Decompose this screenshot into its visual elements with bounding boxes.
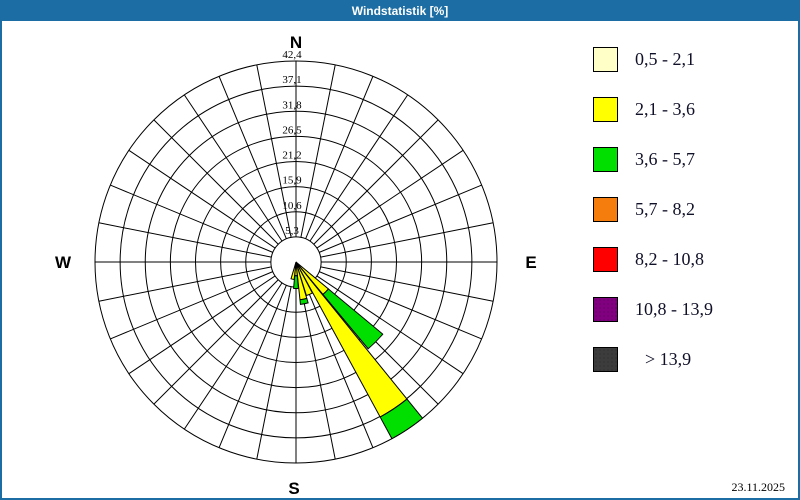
wind-sector-segment xyxy=(290,261,297,280)
radial-axis-labels: 5,3 10,6 15,9 21,2 26,5 31,8 37,1 42,4 xyxy=(282,49,302,237)
legend-color-swatch xyxy=(593,146,618,172)
legend-item-label: 2,1 - 3,6 xyxy=(635,98,695,119)
legend-item: 0,5 - 2,1 xyxy=(593,46,793,72)
legend-item: 8,2 - 10,8 xyxy=(593,246,793,272)
legend-item-label: 8,2 - 10,8 xyxy=(635,248,704,269)
legend-item-label: 5,7 - 8,2 xyxy=(635,198,695,219)
legend-item: > 13,9 xyxy=(593,346,793,372)
radial-axis-tick-label: 15,9 xyxy=(282,175,302,187)
wind-sectors xyxy=(290,261,424,440)
window-title: Windstatistik [%] xyxy=(351,4,449,18)
legend-color-swatch xyxy=(593,296,618,322)
legend-item: 5,7 - 8,2 xyxy=(593,196,793,222)
radial-axis-tick-label: 10,6 xyxy=(282,200,302,212)
compass-label-east: E xyxy=(525,253,536,272)
date-label: 23.11.2025 xyxy=(731,480,785,494)
legend-color-swatch xyxy=(593,246,618,272)
wind-sector-segment xyxy=(379,398,424,440)
legend-color-swatch xyxy=(593,46,618,72)
legend-item: 3,6 - 5,7 xyxy=(593,146,793,172)
wind-sector-segment xyxy=(293,275,299,290)
radial-axis-tick-label: 5,3 xyxy=(285,225,299,237)
radial-axis-tick-label: 37,1 xyxy=(282,74,301,86)
legend-item-label: 3,6 - 5,7 xyxy=(635,148,695,169)
legend-item: 10,8 - 13,9 xyxy=(593,296,793,322)
radial-axis-tick-label: 21,2 xyxy=(282,150,301,162)
legend-color-swatch xyxy=(593,196,618,222)
legend-item-label: 0,5 - 2,1 xyxy=(635,48,695,69)
legend: 0,5 - 2,1 2,1 - 3,6 3,6 - 5,7 5,7 - 8,2 8,2 … xyxy=(593,46,793,397)
legend-item-label: 10,8 - 13,9 xyxy=(635,298,713,319)
compass-label-north: N xyxy=(290,33,302,52)
radial-axis-tick-label: 42,4 xyxy=(282,49,302,61)
wind-sector-segment xyxy=(322,288,384,350)
legend-color-swatch xyxy=(593,96,618,122)
wind-sector-segment xyxy=(299,297,309,305)
radial-axis-tick-label: 31,8 xyxy=(282,99,302,111)
legend-item: 2,1 - 3,6 xyxy=(593,96,793,122)
polar-grid xyxy=(94,60,498,464)
legend-color-swatch xyxy=(593,346,618,372)
title-bar: Windstatistik [%] xyxy=(2,2,798,21)
legend-item-label: > 13,9 xyxy=(645,348,692,369)
compass-label-west: W xyxy=(55,253,72,272)
radial-axis-tick-label: 26,5 xyxy=(282,124,302,136)
compass-label-south: S xyxy=(288,479,299,498)
